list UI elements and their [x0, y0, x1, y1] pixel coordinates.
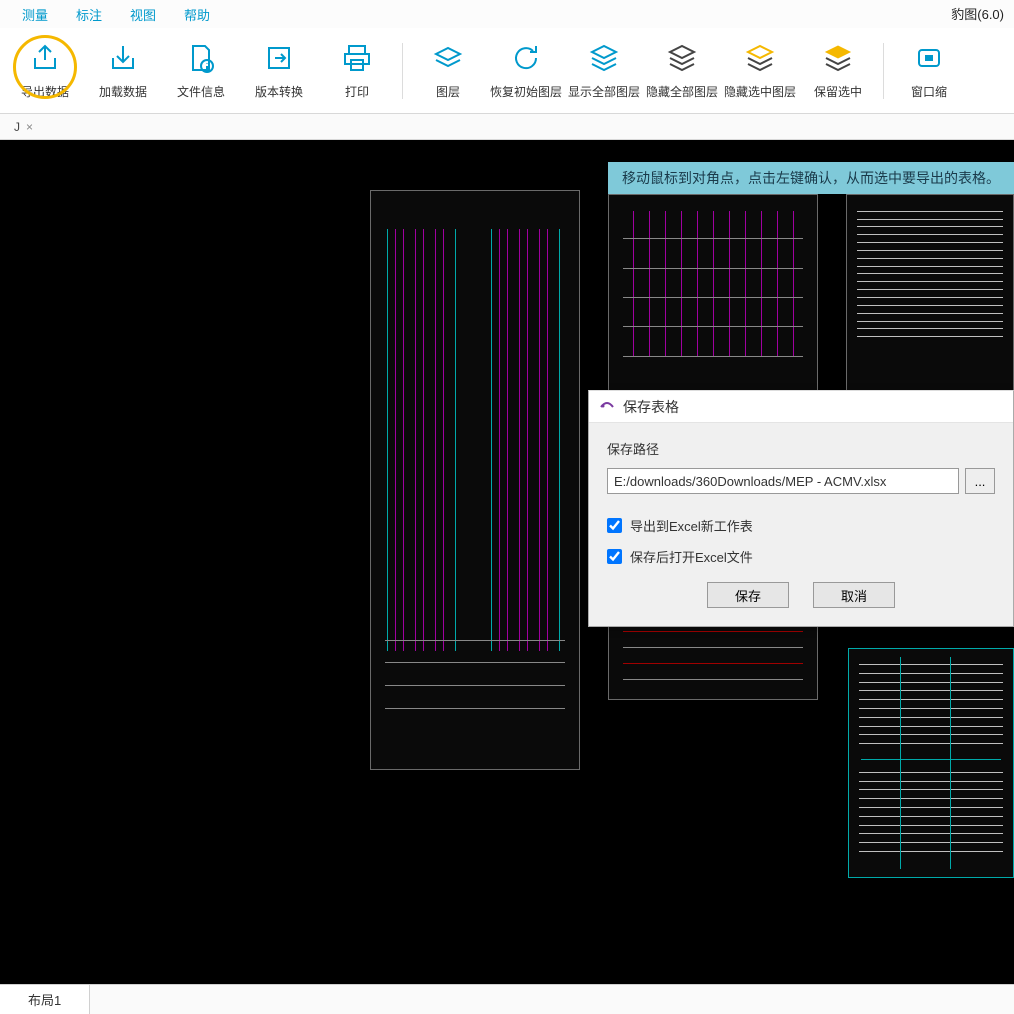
- restore-icon: [510, 42, 542, 77]
- hide-all-layers-button[interactable]: 隐藏全部图层: [643, 33, 721, 109]
- layers-hide-icon: [666, 42, 698, 77]
- print-button[interactable]: 打印: [318, 33, 396, 109]
- doc-tab-label: J: [14, 120, 20, 134]
- toolbar-separator: [402, 43, 403, 99]
- cad-drawing: [370, 190, 580, 770]
- menu-view[interactable]: 视图: [116, 1, 170, 28]
- export-icon: [29, 42, 61, 77]
- layout-tab[interactable]: 布局1: [0, 985, 90, 1014]
- load-data-button[interactable]: 加载数据: [84, 33, 162, 109]
- export-new-sheet-checkbox[interactable]: [607, 518, 622, 533]
- save-table-dialog: 保存表格 保存路径 ... 导出到Excel新工作表 保存后打开Excel文件 …: [588, 390, 1014, 627]
- layers-icon: [432, 42, 464, 77]
- dialog-title: 保存表格: [623, 397, 679, 417]
- close-icon[interactable]: ×: [26, 120, 33, 134]
- file-info-icon: [185, 42, 217, 77]
- menu-annotate[interactable]: 标注: [62, 1, 116, 28]
- layers-show-icon: [588, 42, 620, 77]
- cad-drawing: [848, 648, 1014, 878]
- printer-icon: [341, 42, 373, 77]
- menu-help[interactable]: 帮助: [170, 1, 224, 28]
- tool-label: 加载数据: [99, 83, 147, 100]
- tool-label: 窗口缩: [911, 83, 947, 100]
- tool-label: 图层: [436, 83, 460, 100]
- tool-label: 导出数据: [21, 83, 69, 100]
- tool-label: 保留选中: [814, 83, 862, 100]
- hide-selected-layer-button[interactable]: 隐藏选中图层: [721, 33, 799, 109]
- tool-label: 显示全部图层: [568, 83, 640, 100]
- path-label: 保存路径: [607, 439, 995, 458]
- menu-measure[interactable]: 测量: [8, 1, 62, 28]
- status-bar: 布局1: [0, 984, 1014, 1014]
- open-after-save-checkbox[interactable]: [607, 549, 622, 564]
- export-data-button[interactable]: 导出数据: [6, 33, 84, 109]
- keep-selected-button[interactable]: 保留选中: [799, 33, 877, 109]
- toolbar-separator: [883, 43, 884, 99]
- tool-label: 文件信息: [177, 83, 225, 100]
- layers-sel-hide-icon: [744, 42, 776, 77]
- window-zoom-button[interactable]: 窗口缩: [890, 33, 968, 109]
- app-title: 豹图(6.0): [951, 4, 1004, 23]
- cancel-button[interactable]: 取消: [813, 582, 895, 608]
- tool-label: 版本转换: [255, 83, 303, 100]
- export-new-sheet-checkbox-row[interactable]: 导出到Excel新工作表: [607, 510, 995, 541]
- toolbar: 导出数据 加载数据 文件信息 版本转换 打印 图层 恢复初始: [0, 28, 1014, 114]
- show-all-layers-button[interactable]: 显示全部图层: [565, 33, 643, 109]
- checkbox-label: 导出到Excel新工作表: [630, 516, 753, 535]
- save-button[interactable]: 保存: [707, 582, 789, 608]
- save-path-input[interactable]: [607, 468, 959, 494]
- cad-drawing: [846, 194, 1014, 400]
- open-after-save-checkbox-row[interactable]: 保存后打开Excel文件: [607, 541, 995, 572]
- import-icon: [107, 42, 139, 77]
- dialog-title-bar[interactable]: 保存表格: [589, 391, 1013, 423]
- cad-drawing: [608, 194, 818, 400]
- app-small-icon: [599, 397, 615, 416]
- document-tab[interactable]: J ×: [4, 117, 43, 137]
- file-info-button[interactable]: 文件信息: [162, 33, 240, 109]
- hint-banner: 移动鼠标到对角点，点击左键确认，从而选中要导出的表格。: [608, 162, 1014, 194]
- checkbox-label: 保存后打开Excel文件: [630, 547, 753, 566]
- convert-icon: [263, 42, 295, 77]
- version-convert-button[interactable]: 版本转换: [240, 33, 318, 109]
- browse-button[interactable]: ...: [965, 468, 995, 494]
- tool-label: 打印: [345, 83, 369, 100]
- tool-label: 隐藏选中图层: [724, 83, 796, 100]
- document-tab-bar: J ×: [0, 114, 1014, 140]
- tool-label: 恢复初始图层: [490, 83, 562, 100]
- layers-button[interactable]: 图层: [409, 33, 487, 109]
- menu-bar: 测量 标注 视图 帮助 豹图(6.0): [0, 0, 1014, 28]
- window-zoom-icon: [913, 42, 945, 77]
- restore-layers-button[interactable]: 恢复初始图层: [487, 33, 565, 109]
- layers-keep-icon: [822, 42, 854, 77]
- tool-label: 隐藏全部图层: [646, 83, 718, 100]
